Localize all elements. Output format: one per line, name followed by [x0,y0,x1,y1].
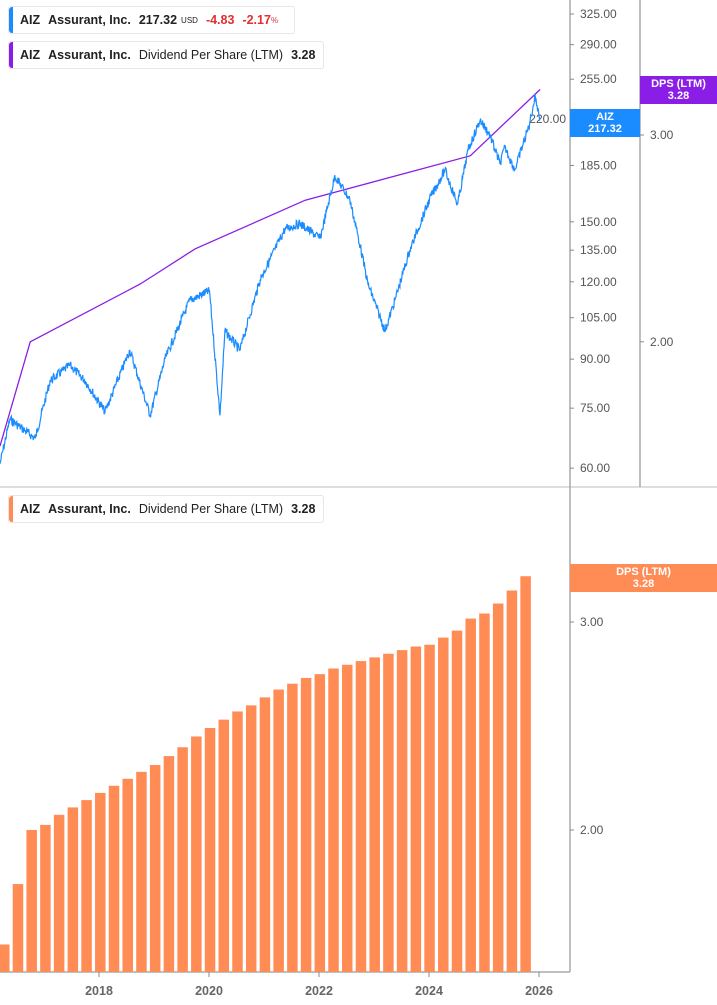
dps-tick-label: 3.00 [650,128,674,142]
price-tick-label: 90.00 [580,352,610,366]
price: 217.32 [138,13,178,27]
x-tick-label: 2020 [195,984,223,998]
bar-y-tick-label: 3.00 [580,615,604,629]
change: -4.83 [205,13,235,27]
dps-bar [67,807,79,972]
change-pct: -2.17 [242,13,271,27]
company: Assurant, Inc. [48,13,131,27]
price-tick-label: 60.00 [580,461,610,475]
dps-bar [40,824,51,972]
dps-bar [12,884,24,972]
price-tag: AIZ 217.32 [570,109,640,137]
dps-bar [287,683,298,972]
dps-bar [122,778,133,972]
price-tick-label: 325.00 [580,7,617,21]
ticker: AIZ [20,502,41,516]
currency: USD [181,15,198,25]
price-tick-label: 75.00 [580,401,610,415]
company: Assurant, Inc. [48,502,131,516]
dps-legend-bottom[interactable]: AIZ Assurant, Inc. Dividend Per Share (L… [8,495,325,523]
metric: Dividend Per Share (LTM) [138,48,284,62]
dps-bar [424,644,435,972]
dps-bar [383,653,394,972]
dps-bar [259,697,271,972]
price-tag-value: 217.32 [588,123,622,135]
dps-bar [342,664,353,972]
dps-bar [520,576,531,972]
dps-bar [465,618,476,972]
dps-bar [218,719,230,972]
dps-legend-top[interactable]: AIZ Assurant, Inc. Dividend Per Share (L… [8,41,325,69]
dps-bar [438,637,449,972]
value: 3.28 [291,48,316,62]
dps-bar [232,711,243,972]
dps-tick-label: 2.00 [650,335,674,349]
metric: Dividend Per Share (LTM) [138,502,284,516]
x-tick-label: 2026 [525,984,553,998]
price-tag-label: AIZ [596,111,614,123]
price-tick-label: 220.00 [529,112,566,126]
dps-bar [355,661,367,972]
price-line [0,93,541,464]
price-tick-label: 255.00 [580,72,617,86]
dps-tag: DPS (LTM) 3.28 [640,76,717,104]
price-tick-label: 290.00 [580,38,617,52]
dps-bar [26,830,37,972]
bar-y-tick-label: 2.00 [580,823,604,837]
dps-bar [108,785,120,972]
dps-bar [396,650,408,972]
dps-bar-tag: DPS (LTM) 3.28 [570,564,717,592]
ticker: AIZ [20,13,41,27]
price-tick-label: 135.00 [580,243,617,257]
dps-bar [369,657,380,972]
dps-bar [245,705,257,972]
price-legend[interactable]: AIZ Assurant, Inc. 217.32 USD -4.83 -2.1… [8,6,296,34]
dps-bar [314,674,326,972]
dps-bar [479,613,490,972]
pct-sign: % [270,15,279,25]
dps-bar [410,646,422,972]
dps-bar [136,771,147,972]
dps-line [0,89,541,447]
dps-bar [95,792,106,972]
dps-tag-value: 3.28 [667,90,690,102]
dps-tag-label: DPS (LTM) [651,78,706,90]
value: 3.28 [291,502,316,516]
price-tick-label: 185.00 [580,158,617,172]
dps-bar-tag-label: DPS (LTM) [616,566,671,578]
dps-bar [53,814,65,972]
price-tick-label: 105.00 [580,311,617,325]
dps-bar-tag-value: 3.28 [632,578,655,590]
dps-bar [81,800,92,972]
ticker: AIZ [20,48,41,62]
dps-bar [451,630,463,972]
dps-bar [0,944,10,972]
x-tick-label: 2018 [85,984,113,998]
x-tick-label: 2022 [305,984,333,998]
dps-bar [492,603,504,972]
dps-bar [300,677,312,972]
dps-bar [273,689,284,972]
price-tick-label: 120.00 [580,275,617,289]
company: Assurant, Inc. [48,48,131,62]
dps-bar [204,727,216,972]
dps-bar [149,765,161,972]
x-tick-label: 2024 [415,984,443,998]
price-tick-label: 150.00 [580,215,617,229]
dps-bar [163,756,175,972]
dps-bar [506,590,518,972]
dps-bar [191,736,202,972]
dps-bar [177,747,188,972]
dps-bar [328,668,339,972]
